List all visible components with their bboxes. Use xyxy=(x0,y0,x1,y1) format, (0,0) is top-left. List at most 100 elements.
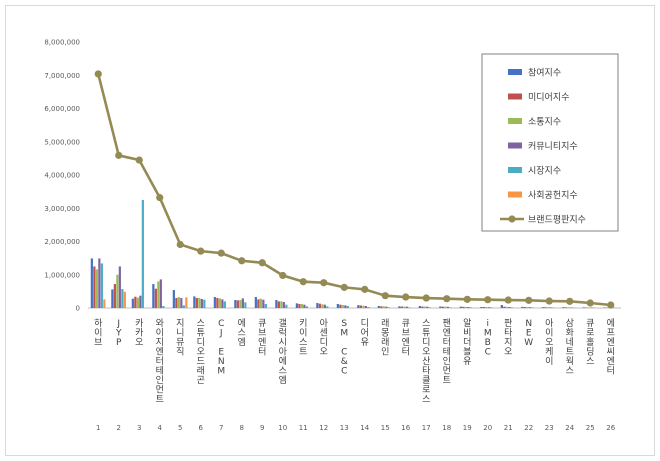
bar-5-16 xyxy=(408,307,411,308)
bar-1-11 xyxy=(295,303,298,308)
rank-label: 4 xyxy=(158,424,163,432)
bar-5-19 xyxy=(469,307,472,308)
y-tick-label: 2,000,000 xyxy=(44,238,80,246)
rank-label: 6 xyxy=(199,424,204,432)
bar-4-19 xyxy=(467,307,470,308)
bar-4-20 xyxy=(487,307,490,308)
bar-2-22 xyxy=(523,307,526,308)
bar-2-10 xyxy=(277,301,280,308)
bar-4-13 xyxy=(344,305,347,308)
bar-4-5 xyxy=(180,298,183,308)
bar-3-17 xyxy=(423,306,426,308)
y-tick-label: 8,000,000 xyxy=(44,39,80,47)
brand-index-point xyxy=(156,194,164,202)
brand-index-point xyxy=(299,278,307,286)
bar-1-2 xyxy=(111,289,114,308)
bar-1-23 xyxy=(541,307,544,308)
brand-index-point xyxy=(443,295,451,303)
brand-index-point xyxy=(94,70,102,78)
rank-label: 18 xyxy=(442,424,451,432)
y-tick-label: 0 xyxy=(76,305,80,313)
bar-4-18 xyxy=(446,306,449,308)
bar-4-11 xyxy=(303,304,306,308)
bar-4-3 xyxy=(139,295,142,308)
bar-3-11 xyxy=(300,304,303,308)
bar-3-9 xyxy=(259,298,262,308)
legend-box xyxy=(481,53,619,232)
rank-label: 17 xyxy=(422,424,431,432)
rank-label: 20 xyxy=(483,424,492,432)
y-tick-label: 3,000,000 xyxy=(44,205,80,213)
bar-2-1 xyxy=(93,266,96,308)
bar-2-19 xyxy=(462,306,465,308)
bar-4-22 xyxy=(528,307,531,308)
bar-1-6 xyxy=(193,296,196,308)
bar-2-16 xyxy=(400,306,403,308)
bar-2-8 xyxy=(236,300,239,308)
bar-2-3 xyxy=(134,296,137,308)
brand-index-point xyxy=(340,283,348,291)
legend-label: 소통지수 xyxy=(528,117,561,128)
bar-1-5 xyxy=(172,290,175,308)
bar-4-21 xyxy=(508,307,511,308)
rank-label: 11 xyxy=(299,424,308,432)
legend-label: 커뮤니티지수 xyxy=(528,141,578,152)
brand-index-point xyxy=(566,297,574,305)
bar-5-15 xyxy=(387,307,390,308)
brand-index-point xyxy=(217,249,225,257)
bar-1-16 xyxy=(398,306,401,308)
bar-1-18 xyxy=(439,306,442,308)
rank-label: 26 xyxy=(606,424,615,432)
bar-5-22 xyxy=(531,307,534,308)
bar-3-5 xyxy=(177,297,180,308)
legend-label: 사회공헌지수 xyxy=(528,190,578,201)
bar-4-23 xyxy=(549,307,552,308)
bar-3-8 xyxy=(239,300,242,308)
rank-label: 5 xyxy=(178,424,182,432)
bar-3-3 xyxy=(136,297,139,308)
y-tick-label: 5,000,000 xyxy=(44,138,80,146)
bar-2-9 xyxy=(257,299,260,308)
bar-2-21 xyxy=(503,306,506,308)
bar-1-7 xyxy=(213,297,216,308)
rank-label: 16 xyxy=(401,424,410,432)
bar-5-18 xyxy=(449,307,452,308)
bar-3-18 xyxy=(444,306,447,308)
bar-1-9 xyxy=(254,297,257,308)
bar-5-12 xyxy=(326,306,329,308)
rank-label: 13 xyxy=(340,424,349,432)
bar-1-19 xyxy=(459,306,462,308)
bar-1-12 xyxy=(316,303,319,308)
brand-index-point xyxy=(258,259,266,267)
bar-3-2 xyxy=(116,274,119,308)
rank-label: 23 xyxy=(545,424,554,432)
rank-label: 9 xyxy=(260,424,264,432)
brand-index-point xyxy=(525,296,533,304)
bar-1-3 xyxy=(131,298,134,308)
bar-4-4 xyxy=(159,279,162,308)
bar-2-18 xyxy=(441,306,444,308)
brand-index-point xyxy=(197,247,205,255)
bar-2-14 xyxy=(359,305,362,308)
bar-2-2 xyxy=(113,284,116,308)
rank-label: 25 xyxy=(586,424,595,432)
bar-5-1 xyxy=(100,263,103,308)
legend-label: 시장지수 xyxy=(528,166,561,177)
bar-4-14 xyxy=(364,306,367,308)
bar-1-8 xyxy=(234,300,237,308)
brand-index-point xyxy=(135,156,143,164)
rank-label: 12 xyxy=(319,424,328,432)
bar-3-1 xyxy=(95,269,98,308)
bar-4-12 xyxy=(323,304,326,308)
y-tick-label: 6,000,000 xyxy=(44,105,80,113)
brand-index-point xyxy=(463,295,471,303)
bar-2-11 xyxy=(298,304,301,308)
